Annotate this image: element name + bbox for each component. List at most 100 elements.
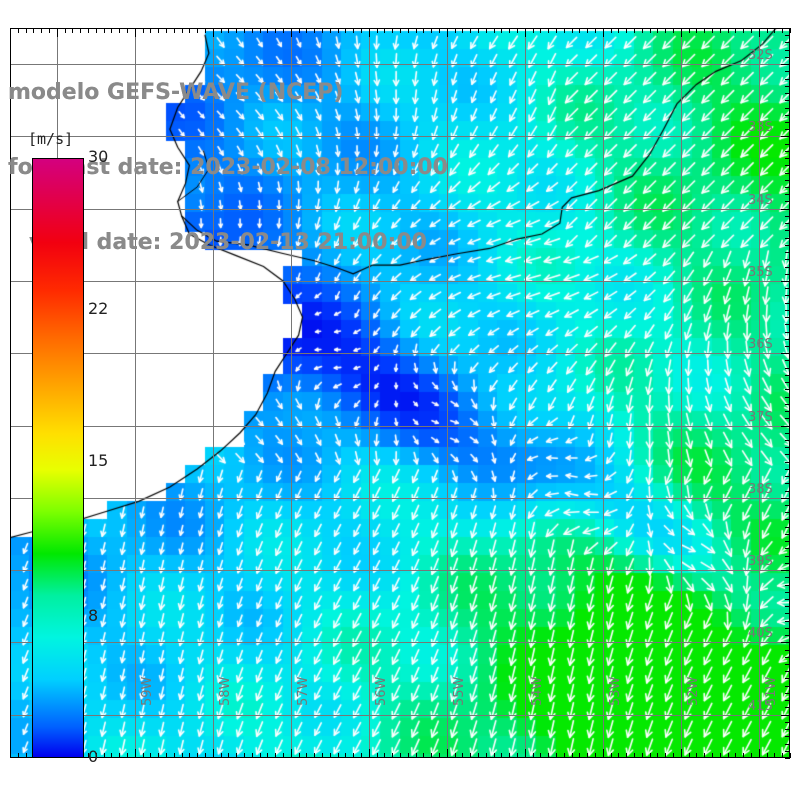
tick-bottom xyxy=(556,753,557,758)
tick-right xyxy=(785,165,790,166)
tick-bottom xyxy=(720,753,721,758)
tick-right xyxy=(785,729,790,730)
tick-bottom xyxy=(790,753,791,758)
tick-right xyxy=(785,650,790,651)
tick-top xyxy=(525,28,526,37)
tick-top xyxy=(369,28,370,37)
tick-top xyxy=(470,28,471,33)
lat-label-39S: 39S xyxy=(748,554,773,570)
tick-bottom xyxy=(111,753,112,758)
tick-top xyxy=(182,28,183,33)
tick-top xyxy=(540,28,541,33)
tick-top xyxy=(119,28,120,33)
tick-right xyxy=(785,216,790,217)
tick-right xyxy=(785,187,790,188)
tick-top xyxy=(618,28,619,33)
wind-speed-raster xyxy=(10,28,790,758)
tick-bottom xyxy=(400,753,401,758)
tick-bottom xyxy=(267,753,268,758)
tick-bottom xyxy=(353,753,354,758)
tick-top xyxy=(267,28,268,33)
tick-top xyxy=(260,28,261,33)
tick-right xyxy=(785,411,790,412)
gridline-lat-38S xyxy=(10,498,790,499)
tick-right xyxy=(785,527,790,528)
tick-top xyxy=(127,28,128,33)
tick-right xyxy=(785,79,790,80)
tick-bottom xyxy=(182,753,183,758)
gridline-lat-35S xyxy=(10,281,790,282)
tick-bottom xyxy=(392,753,393,758)
tick-right xyxy=(785,389,790,390)
tick-bottom xyxy=(470,753,471,758)
tick-bottom xyxy=(345,753,346,758)
tick-right xyxy=(785,173,790,174)
tick-bottom xyxy=(767,753,768,758)
tick-right xyxy=(785,397,790,398)
tick-bottom xyxy=(88,753,89,758)
tick-top xyxy=(299,28,300,33)
tick-top xyxy=(197,28,198,33)
tick-right xyxy=(785,744,790,745)
tick-bottom xyxy=(244,753,245,758)
lon-label-52W: 52W xyxy=(685,676,701,706)
tick-top xyxy=(790,28,791,33)
tick-bottom xyxy=(774,753,775,758)
tick-bottom xyxy=(299,753,300,758)
colorbar-tick-8: 8 xyxy=(88,606,99,625)
tick-bottom xyxy=(252,753,253,758)
tick-bottom xyxy=(283,753,284,758)
tick-top xyxy=(416,28,417,33)
tick-top xyxy=(478,28,479,33)
tick-top xyxy=(501,28,502,33)
title-line-model: modelo GEFS-WAVE (NCEP) xyxy=(8,80,344,105)
tick-right xyxy=(785,491,790,492)
gridline-lat-41S xyxy=(10,715,790,716)
tick-top xyxy=(291,28,292,37)
tick-top xyxy=(174,28,175,33)
tick-right xyxy=(785,635,790,636)
tick-top xyxy=(767,28,768,33)
tick-top xyxy=(377,28,378,33)
tick-bottom xyxy=(236,753,237,758)
tick-bottom xyxy=(642,753,643,758)
tick-right xyxy=(781,64,790,65)
tick-bottom xyxy=(205,753,206,758)
tick-bottom xyxy=(462,753,463,758)
tick-top xyxy=(135,28,136,37)
tick-right xyxy=(785,158,790,159)
tick-top xyxy=(80,28,81,33)
tick-top xyxy=(244,28,245,33)
gridline-lat-32S xyxy=(10,64,790,65)
tick-right xyxy=(785,678,790,679)
tick-right xyxy=(785,606,790,607)
colorbar[interactable] xyxy=(32,158,84,758)
tick-top xyxy=(338,28,339,33)
tick-top xyxy=(205,28,206,33)
tick-top xyxy=(384,28,385,33)
map-plot-area[interactable] xyxy=(10,28,790,758)
tick-right xyxy=(785,664,790,665)
tick-top xyxy=(221,28,222,33)
tick-top xyxy=(455,28,456,33)
lat-label-34S: 34S xyxy=(748,192,773,208)
tick-bottom xyxy=(501,753,502,758)
tick-top xyxy=(665,28,666,33)
tick-right xyxy=(785,339,790,340)
tick-right xyxy=(785,469,790,470)
tick-right xyxy=(785,238,790,239)
tick-right xyxy=(781,715,790,716)
lat-label-35S: 35S xyxy=(748,264,773,280)
tick-bottom xyxy=(517,753,518,758)
tick-right xyxy=(785,563,790,564)
lat-label-36S: 36S xyxy=(748,337,773,353)
gridline-lon-53W xyxy=(603,28,604,758)
tick-top xyxy=(564,28,565,33)
tick-right xyxy=(785,230,790,231)
lat-label-38S: 38S xyxy=(748,481,773,497)
tick-bottom xyxy=(494,753,495,758)
gridline-lon-56W xyxy=(369,28,370,758)
tick-top xyxy=(712,28,713,33)
tick-right xyxy=(785,295,790,296)
tick-top xyxy=(759,28,760,37)
